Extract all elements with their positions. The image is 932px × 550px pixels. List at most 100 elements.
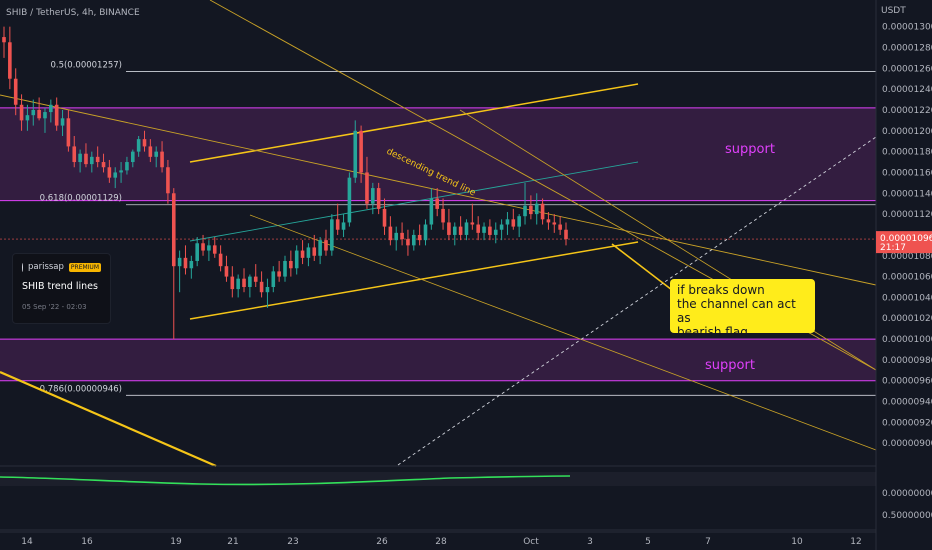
author-card[interactable]: parissap PREMIUM SHIB trend lines 05 Sep… <box>12 253 111 324</box>
price-tick-label: 0.00000980 <box>882 356 932 366</box>
upper-channel-line <box>189 83 639 163</box>
price-tag-countdown: 21:17 <box>880 243 906 253</box>
candle-body <box>84 153 88 165</box>
price-tick-label: 0.00001040 <box>882 293 932 303</box>
lower-channel-line <box>189 241 639 320</box>
candle-body <box>277 271 281 277</box>
idea-title: SHIB trend lines <box>22 281 98 292</box>
candle-body <box>259 281 264 293</box>
candle-body <box>224 266 229 277</box>
candle-body <box>335 219 340 230</box>
dashed-trend-line <box>397 136 877 466</box>
price-tick-label: 0.00001160 <box>882 168 932 178</box>
candle-body <box>119 170 123 173</box>
candle-body <box>534 203 539 215</box>
candle-body <box>201 243 205 251</box>
price-tick-label: 0.00000900 <box>882 439 932 449</box>
candle-body <box>318 240 322 256</box>
candle-body <box>49 104 53 113</box>
trend-lines <box>0 0 877 468</box>
price-tick-label: 0.00001300 <box>882 23 932 33</box>
support-label-lower: support <box>705 358 755 373</box>
price-tick-label: 0.00001000 <box>882 335 932 345</box>
candle-body <box>447 222 451 235</box>
candle-body <box>8 42 12 79</box>
candle-body <box>207 245 211 251</box>
candle-body <box>37 109 41 119</box>
time-tick-label: 28 <box>435 537 447 547</box>
candle-body <box>458 226 463 235</box>
candle-body <box>359 130 363 173</box>
candle-body <box>171 193 176 267</box>
candle-body <box>411 234 416 246</box>
candle-body <box>300 250 305 258</box>
oscillator-tick-label: 0.00000000 <box>882 489 932 499</box>
candle-body <box>253 276 258 282</box>
candle-body <box>488 226 492 235</box>
price-tick-label: 0.00001080 <box>882 252 932 262</box>
price-tick-label: 0.00000920 <box>882 418 932 428</box>
time-tick-label: 23 <box>287 537 298 547</box>
price-tick-label: 0.00001140 <box>882 189 932 199</box>
candle-body <box>517 216 521 227</box>
price-tick-label: 0.00001200 <box>882 127 932 137</box>
candle-body <box>482 226 486 233</box>
candle-body <box>429 198 434 225</box>
candle-body <box>13 78 18 105</box>
candle-body <box>324 240 328 251</box>
candle-body <box>19 104 24 121</box>
candle-body <box>113 172 118 178</box>
candle-body <box>271 271 276 288</box>
candle-body <box>441 208 445 223</box>
candle-body <box>95 156 100 163</box>
price-tick-label: 0.00001020 <box>882 314 932 324</box>
candle-body <box>283 260 287 277</box>
candle-body <box>154 151 159 157</box>
fib-level-label: 0.5(0.00001257) <box>50 60 122 70</box>
price-tick-label: 0.00001280 <box>882 43 932 53</box>
price-tag-value: 0.00001096 <box>880 234 932 244</box>
time-tick-label: 14 <box>21 537 33 547</box>
fib-level-label: 0.786(0.00000946) <box>40 384 122 394</box>
mid-channel-line <box>189 161 639 242</box>
candle-body <box>107 167 112 178</box>
candle-body <box>289 260 293 269</box>
symbol-title: SHIB / TetherUS, 4h, BINANCE <box>6 8 140 18</box>
candle-body <box>136 139 141 152</box>
candle-body <box>125 162 129 171</box>
fib-levels: 0.5(0.00001257) 0.618(0.00001129) 0.786(0.… <box>0 60 876 396</box>
candle-body <box>212 245 217 254</box>
avatar <box>22 262 23 272</box>
annotation-note: if breaks down the channel can act as be… <box>670 279 815 339</box>
candle-body <box>365 172 369 204</box>
idea-date: 05 Sep '22 - 02:03 <box>22 303 87 311</box>
candle-body <box>511 219 516 227</box>
candle-body <box>546 219 551 223</box>
time-tick-label: 12 <box>850 537 861 547</box>
candle-body <box>306 247 311 258</box>
candle-body <box>78 153 82 163</box>
support-zone <box>0 339 876 381</box>
long-trend-line <box>0 370 217 468</box>
fib-level-label: 0.618(0.00001129) <box>40 194 122 204</box>
price-tick-label: 0.00001120 <box>882 210 932 220</box>
candle-body <box>195 243 199 261</box>
candle-body <box>558 224 562 230</box>
author-name: parissap <box>27 262 64 272</box>
candle-body <box>248 276 252 288</box>
candle-body <box>72 146 77 163</box>
time-tick-label: 3 <box>587 537 593 547</box>
time-tick-label: 19 <box>170 537 182 547</box>
candle-body <box>493 229 498 235</box>
support-zones <box>0 107 876 382</box>
time-tick-label: 5 <box>645 537 651 547</box>
candle-body <box>464 222 469 235</box>
candle-body <box>470 222 475 225</box>
support-label-upper: support <box>725 142 775 157</box>
oscillator-line <box>0 475 571 486</box>
price-tick-label: 0.00001060 <box>882 273 932 283</box>
candle-body <box>505 219 510 225</box>
